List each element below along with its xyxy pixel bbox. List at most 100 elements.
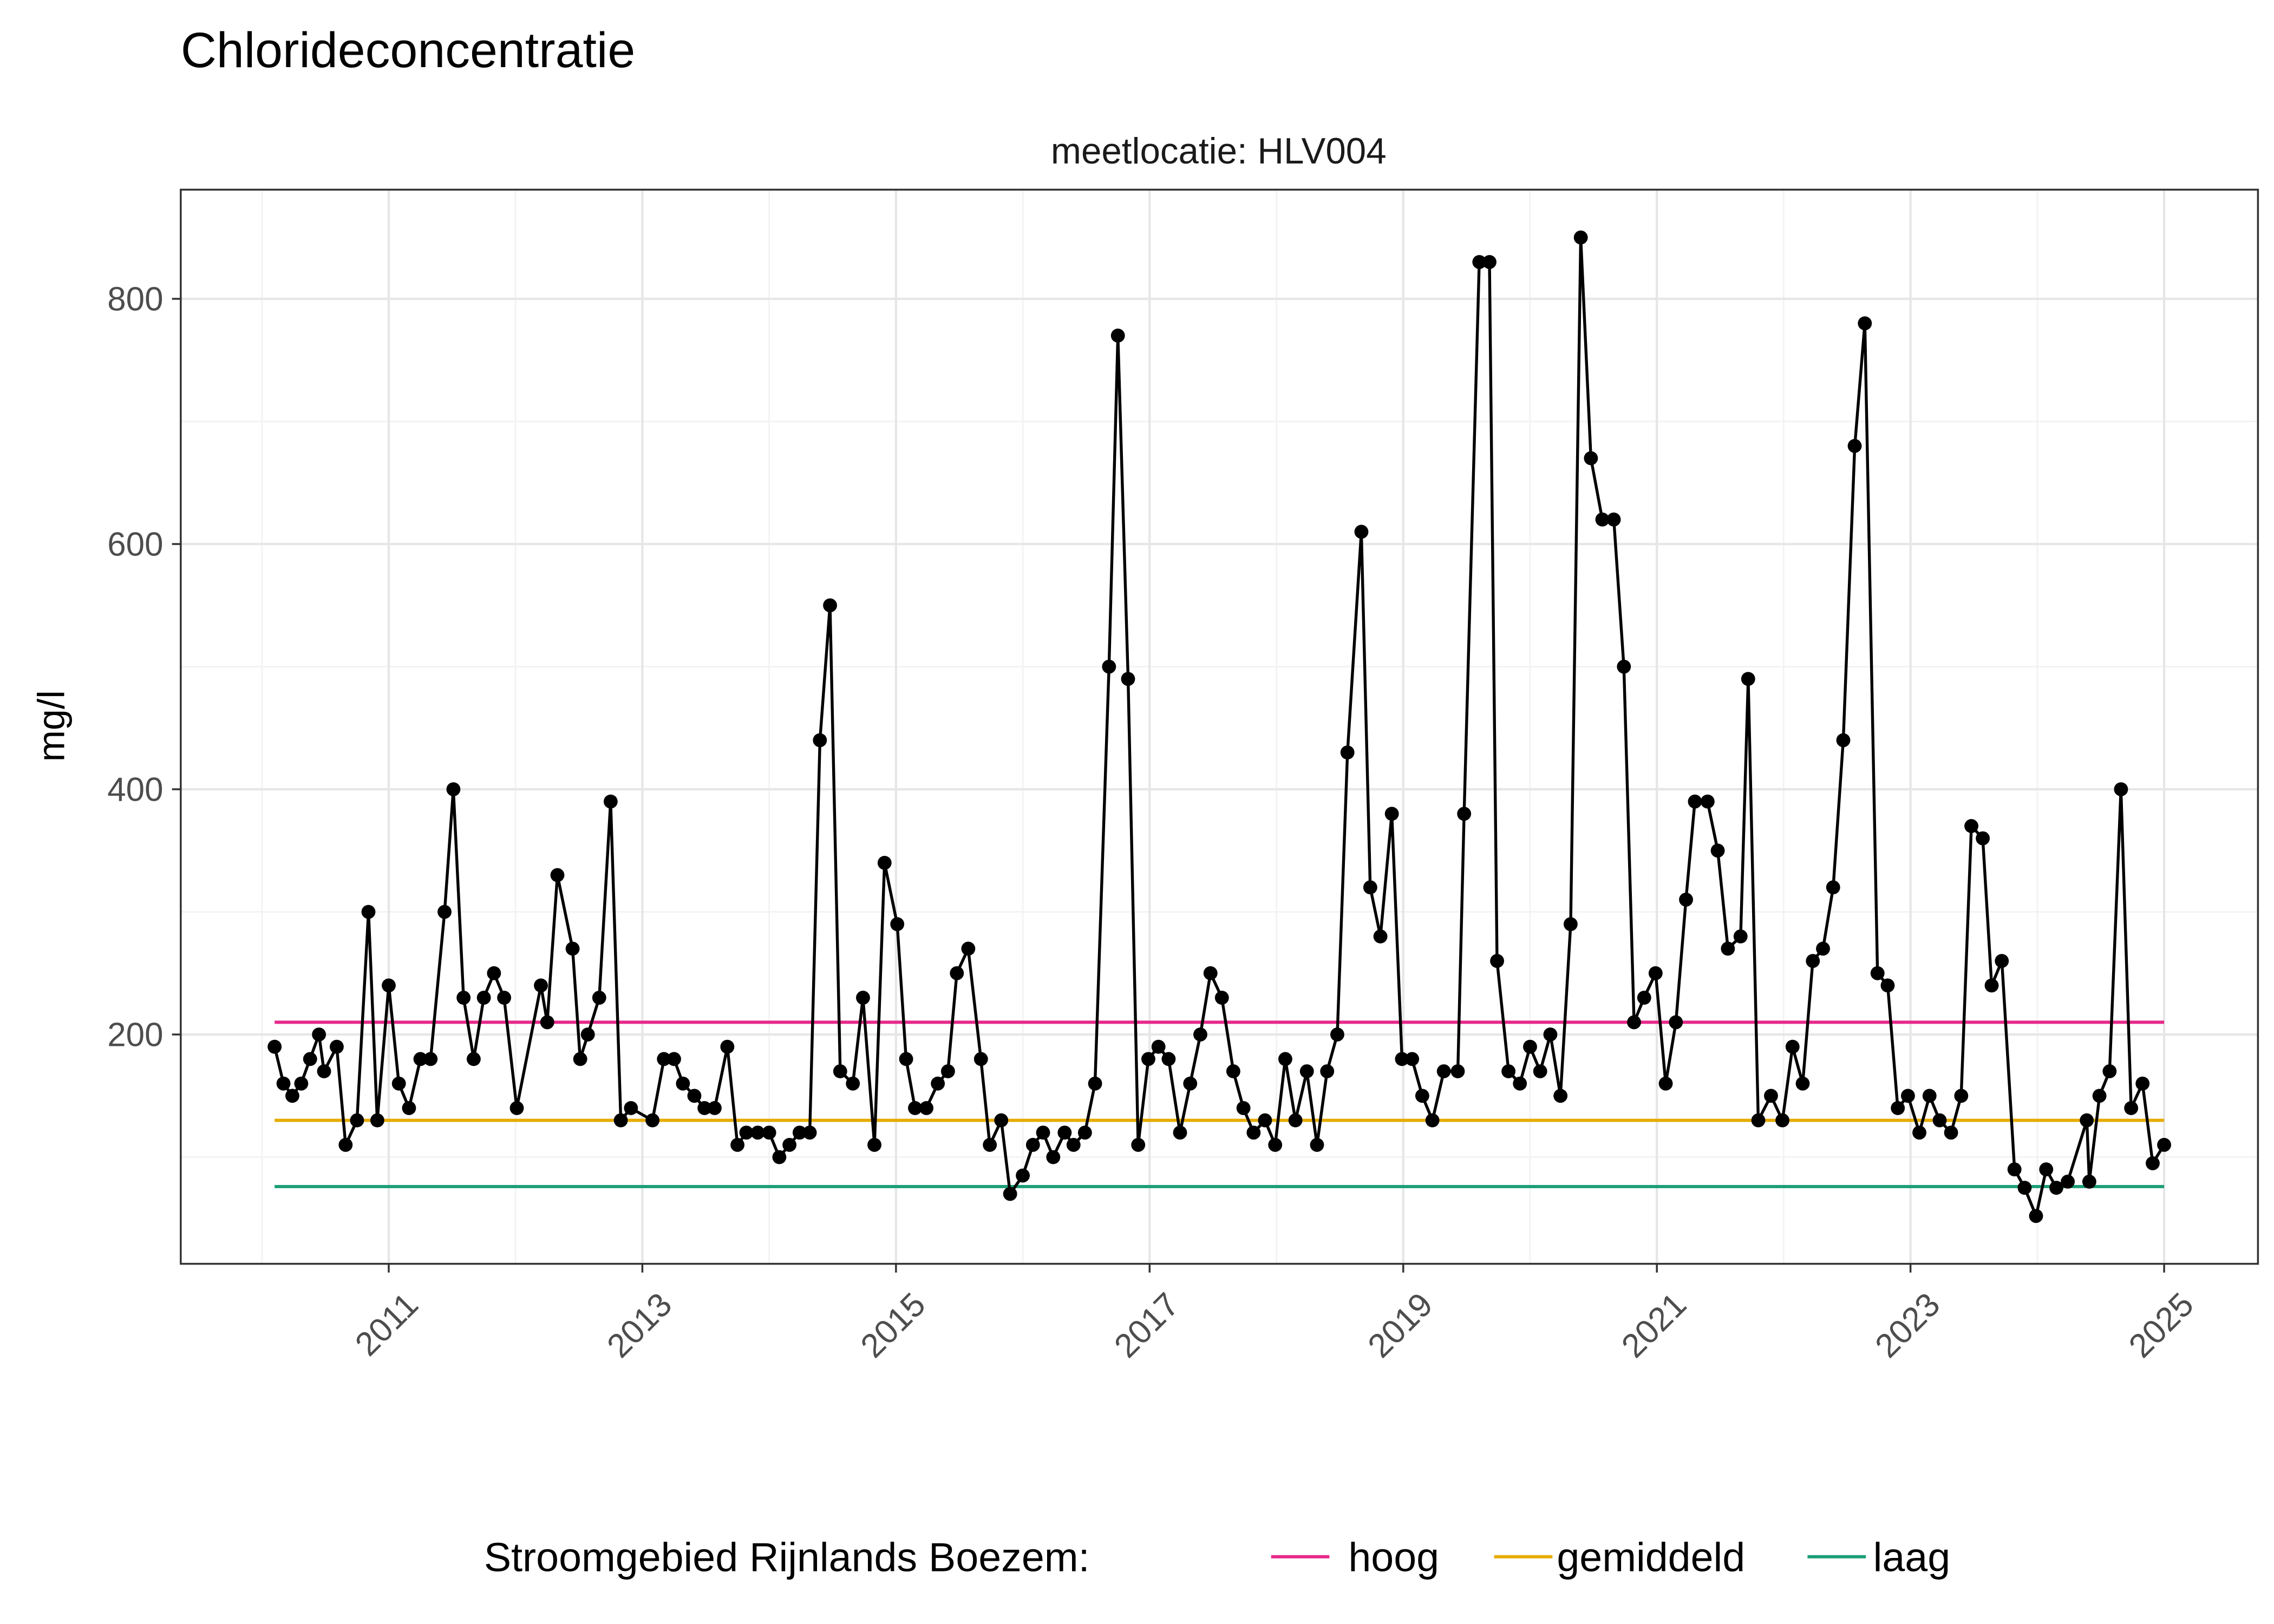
data-point: [1658, 1076, 1673, 1091]
data-point: [437, 905, 452, 919]
data-point: [592, 991, 606, 1005]
data-point: [1299, 1064, 1314, 1078]
data-point: [2124, 1101, 2139, 1115]
data-point: [1858, 316, 1872, 331]
y-axis-label: mg/l: [30, 690, 72, 762]
data-point: [603, 794, 618, 809]
data-point: [1688, 794, 1702, 809]
data-point: [1320, 1064, 1335, 1078]
data-point: [1246, 1125, 1261, 1140]
data-point: [720, 1039, 735, 1054]
data-point: [983, 1137, 997, 1152]
data-point: [2157, 1137, 2171, 1152]
data-point: [1490, 954, 1504, 968]
data-point: [919, 1101, 933, 1115]
x-axis: 2011 2013 2015 2017 2019 2021 2023 2025: [348, 1263, 2201, 1365]
data-point: [1543, 1027, 1558, 1042]
data-point: [1183, 1076, 1198, 1091]
data-point: [1363, 880, 1377, 895]
data-point: [940, 1064, 955, 1078]
data-point: [1627, 1015, 1641, 1030]
data-point: [565, 941, 580, 956]
data-point: [1354, 525, 1369, 539]
data-point: [267, 1039, 282, 1054]
data-point: [1751, 1113, 1766, 1128]
data-point: [2114, 782, 2128, 796]
data-point: [782, 1137, 797, 1152]
data-point: [1003, 1187, 1017, 1201]
data-point: [370, 1113, 384, 1128]
data-point: [1584, 451, 1598, 466]
data-point: [1415, 1089, 1429, 1103]
data-point: [1710, 843, 1725, 858]
data-point: [1533, 1064, 1547, 1078]
data-point: [1595, 512, 1610, 527]
data-point: [1984, 978, 1999, 993]
data-point: [1088, 1076, 1102, 1091]
data-point: [1110, 329, 1125, 343]
data-point: [1457, 807, 1472, 821]
y-tick-label: 600: [107, 526, 163, 564]
data-point: [950, 966, 964, 980]
data-point: [1944, 1125, 1958, 1140]
data-point: [294, 1076, 309, 1091]
data-point: [994, 1113, 1009, 1128]
data-point: [1405, 1052, 1420, 1066]
data-point: [772, 1150, 787, 1164]
data-point: [645, 1113, 660, 1128]
data-point: [2146, 1156, 2160, 1170]
data-point: [823, 598, 837, 613]
data-point: [534, 978, 548, 993]
data-point: [1880, 978, 1895, 993]
data-point: [402, 1101, 416, 1115]
data-point: [1553, 1089, 1568, 1103]
data-point: [2007, 1162, 2022, 1177]
data-point: [1523, 1039, 1537, 1054]
data-point: [802, 1125, 817, 1140]
data-point: [1057, 1125, 1072, 1140]
data-point: [446, 782, 461, 796]
data-point: [1870, 966, 1885, 980]
data-point: [1606, 512, 1621, 527]
data-point: [1425, 1113, 1440, 1128]
data-point: [1236, 1101, 1251, 1115]
data-point: [1679, 892, 1693, 907]
data-point: [877, 856, 892, 870]
data-point: [1806, 954, 1820, 968]
data-point: [1826, 880, 1840, 895]
data-point: [1102, 659, 1116, 674]
data-point: [487, 966, 501, 980]
data-point: [1436, 1064, 1451, 1078]
data-point: [2080, 1113, 2094, 1128]
data-point: [1016, 1168, 1030, 1183]
data-series: [267, 230, 2171, 1223]
data-point: [338, 1137, 353, 1152]
data-point: [1036, 1125, 1050, 1140]
data-point: [1901, 1089, 1915, 1103]
data-point: [580, 1027, 595, 1042]
data-point: [1501, 1064, 1516, 1078]
data-point: [624, 1101, 638, 1115]
data-point: [762, 1125, 776, 1140]
data-point: [303, 1052, 317, 1066]
data-point: [2092, 1089, 2107, 1103]
y-tick-label: 200: [107, 1017, 163, 1054]
y-tick-label: 800: [107, 281, 163, 318]
data-point: [1912, 1125, 1926, 1140]
facet-label: meetlocatie: HLV004: [1051, 131, 1387, 172]
data-point: [2082, 1174, 2096, 1189]
data-point: [456, 991, 471, 1005]
data-point: [1617, 659, 1631, 674]
data-point: [1733, 929, 1748, 944]
legend-label-laag: laag: [1873, 1535, 1951, 1580]
x-tick-label: 2019: [1361, 1286, 1440, 1365]
data-point: [1268, 1137, 1283, 1152]
data-point: [540, 1015, 554, 1030]
data-point: [1373, 929, 1388, 944]
data-point: [350, 1113, 364, 1128]
data-point: [317, 1064, 331, 1078]
legend-title: Stroomgebied Rijnlands Boezem:: [484, 1535, 1090, 1580]
data-point: [2029, 1209, 2043, 1223]
data-point: [1046, 1150, 1061, 1164]
